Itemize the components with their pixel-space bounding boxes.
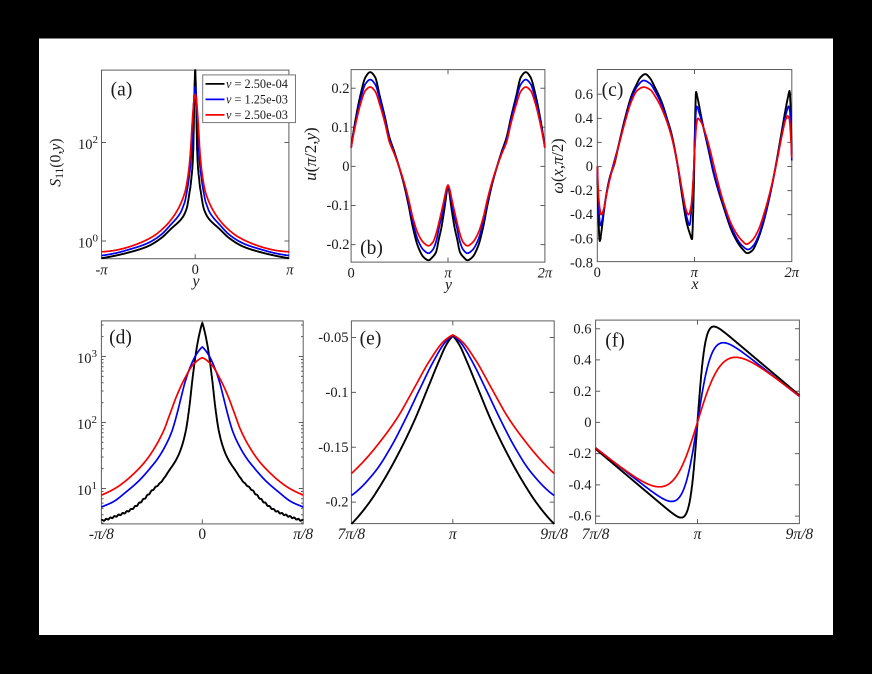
svg-text:0.2: 0.2	[575, 135, 593, 151]
svg-text:0: 0	[586, 159, 593, 175]
svg-text:0.2: 0.2	[573, 384, 591, 400]
svg-text:0: 0	[342, 159, 349, 175]
svg-text:-0.6: -0.6	[569, 509, 592, 525]
svg-text:π: π	[694, 526, 703, 543]
svg-text:0.4: 0.4	[575, 111, 594, 127]
svg-text:(d): (d)	[109, 328, 132, 349]
svg-text:-0.6: -0.6	[570, 231, 593, 247]
svg-text:(b): (b)	[360, 238, 383, 259]
svg-text:7π/8: 7π/8	[338, 526, 366, 543]
svg-text:-0.8: -0.8	[570, 255, 593, 271]
svg-text:π: π	[444, 266, 452, 282]
svg-text:-0.2: -0.2	[327, 237, 350, 253]
svg-text:ν = 2.50e-03: ν = 2.50e-03	[226, 108, 288, 122]
svg-text:-0.2: -0.2	[326, 495, 349, 511]
svg-text:y: y	[190, 273, 200, 290]
svg-text:-π: -π	[95, 262, 108, 278]
svg-text:0: 0	[198, 526, 206, 543]
svg-text:-0.2: -0.2	[570, 183, 593, 199]
svg-text:ν = 1.25e-03: ν = 1.25e-03	[226, 93, 288, 107]
svg-text:0: 0	[584, 415, 591, 431]
svg-text:9π/8: 9π/8	[540, 526, 568, 543]
svg-text:-0.1: -0.1	[326, 385, 349, 401]
svg-text:0.2: 0.2	[331, 81, 349, 97]
svg-text:π/8: π/8	[293, 526, 313, 543]
svg-text:y: y	[443, 276, 453, 293]
svg-text:(f): (f)	[605, 331, 624, 352]
svg-text:ν = 2.50e-04: ν = 2.50e-04	[226, 77, 288, 91]
svg-text:0: 0	[192, 262, 199, 278]
svg-text:-0.05: -0.05	[318, 330, 348, 346]
svg-text:(c): (c)	[602, 80, 624, 101]
svg-text:(e): (e)	[360, 329, 382, 350]
svg-text:S11(0,y): S11(0,y)	[48, 138, 67, 186]
svg-text:0: 0	[347, 265, 354, 281]
svg-text:9π/8: 9π/8	[786, 526, 814, 543]
svg-text:0: 0	[594, 265, 601, 281]
svg-text:-0.2: -0.2	[569, 446, 592, 462]
svg-text:ω(x,π/2): ω(x,π/2)	[548, 138, 567, 193]
svg-text:0.4: 0.4	[573, 353, 592, 369]
svg-text:-0.1: -0.1	[327, 198, 350, 214]
svg-text:2π: 2π	[785, 265, 800, 281]
svg-text:-0.4: -0.4	[569, 477, 593, 493]
svg-text:-0.15: -0.15	[318, 440, 348, 456]
svg-text:π: π	[691, 265, 699, 281]
svg-text:7π/8: 7π/8	[582, 526, 610, 543]
svg-text:0.6: 0.6	[573, 321, 591, 337]
svg-text:(a): (a)	[111, 80, 133, 101]
svg-text:π: π	[449, 526, 458, 543]
svg-text:2π: 2π	[538, 266, 553, 282]
svg-text:-0.4: -0.4	[570, 207, 594, 223]
svg-text:0.6: 0.6	[575, 87, 593, 103]
svg-text:0.1: 0.1	[331, 120, 349, 136]
svg-text:x: x	[690, 276, 698, 293]
svg-text:π: π	[286, 262, 294, 278]
svg-text:-π/8: -π/8	[89, 526, 114, 543]
svg-text:u(π/2,y): u(π/2,y)	[301, 127, 320, 180]
